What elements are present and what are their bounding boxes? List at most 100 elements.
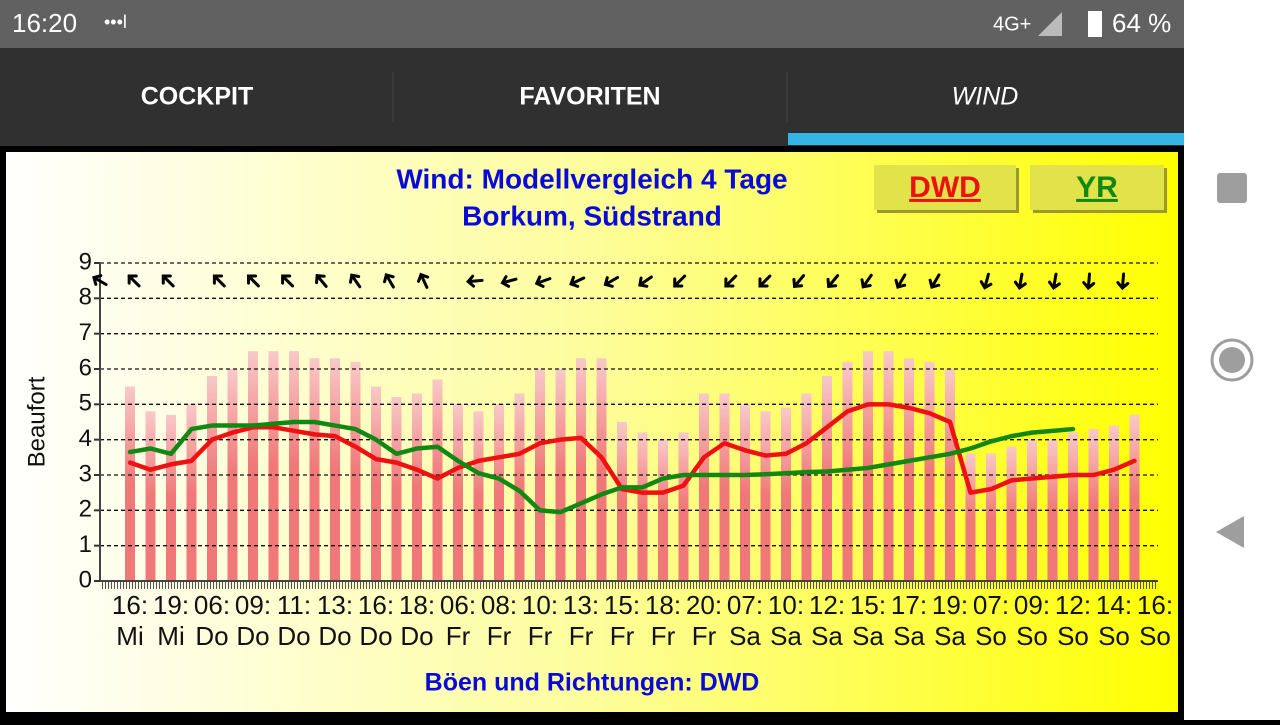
x-tick-day: Mi (116, 621, 143, 651)
direction-arrow (383, 273, 395, 289)
dwd-button-label[interactable]: DWD (909, 171, 981, 204)
x-tick-label: 06: (440, 590, 476, 620)
x-tick-day: Do (318, 621, 351, 651)
direction-arrow (1116, 272, 1130, 291)
gust-bar-shade (678, 432, 689, 581)
status-bar (0, 0, 1184, 48)
direction-arrow (500, 275, 518, 288)
status-network: 4G+ (993, 13, 1031, 35)
gust-bar-shade (719, 393, 730, 581)
gust-bar-shade (207, 376, 217, 581)
gust-bar-shade (637, 432, 648, 581)
x-tick-label: 16: (1137, 590, 1173, 620)
x-tick-label: 10: (522, 590, 558, 620)
back-button[interactable] (1216, 516, 1244, 548)
gust-bar-shade (965, 453, 976, 581)
chart-title: Wind: Modellvergleich 4 Tage (396, 163, 787, 194)
x-tick-label: 19: (153, 590, 189, 620)
x-tick-day: Do (400, 621, 433, 651)
chart-subtitle: Borkum, Südstrand (462, 200, 722, 231)
x-tick-day: Do (277, 621, 310, 651)
tab-active[interactable]: WIND (952, 83, 1019, 111)
gust-bar-shade (453, 404, 463, 581)
y-tick-label: 9 (79, 248, 92, 275)
x-tick-day: Mi (157, 621, 184, 651)
gust-bar-shade (289, 351, 299, 581)
gust-bar-shade (617, 422, 627, 581)
direction-arrow (792, 274, 806, 288)
home-button-dot (1219, 347, 1245, 373)
gust-bar-shade (1109, 425, 1119, 581)
x-tick-label: 16: (112, 590, 148, 620)
x-tick-day: So (1057, 621, 1089, 651)
gust-bar-shade (514, 393, 525, 581)
x-tick-label: 17: (891, 590, 927, 620)
gust-bar-shade (822, 376, 832, 581)
recents-button[interactable] (1217, 173, 1247, 203)
x-tick-label: 09: (1014, 590, 1050, 620)
battery-icon (1088, 11, 1102, 37)
direction-arrow (127, 274, 141, 288)
direction-arrow (569, 275, 586, 288)
gust-bar-shade (801, 393, 812, 581)
direction-arrow (758, 274, 772, 288)
y-tick-label: 3 (79, 460, 92, 487)
x-tick-label: 07: (727, 590, 763, 620)
gust-bar-shade (309, 358, 320, 581)
gust-bar-shade (248, 351, 258, 581)
x-tick-day: Sa (770, 621, 802, 651)
tab[interactable]: FAVORITEN (519, 83, 660, 111)
x-tick-day: Sa (852, 621, 884, 651)
gust-bar-shade (740, 404, 750, 581)
direction-arrow (1082, 272, 1096, 291)
signal-icon (1038, 12, 1062, 36)
y-tick-label: 4 (79, 425, 92, 452)
gust-bar-shade (760, 411, 771, 581)
direction-arrow (724, 274, 738, 288)
plot: 012345678916:Mi19:Mi06:Do09:Do11:Do13:Do… (79, 248, 1173, 651)
x-tick-day: Sa (729, 621, 761, 651)
x-tick-day: Sa (934, 621, 966, 651)
y-tick-label: 7 (79, 319, 92, 346)
direction-arrow (417, 272, 430, 289)
chart-footer: Böen und Richtungen: DWD (425, 669, 760, 697)
y-tick-label: 2 (79, 496, 92, 523)
direction-arrow (826, 274, 840, 288)
yr-button[interactable] (1030, 165, 1164, 210)
gust-bar-shade (268, 351, 279, 581)
tab-indicator (788, 133, 1184, 145)
direction-arrow (860, 273, 873, 289)
x-tick-day: So (975, 621, 1007, 651)
tab[interactable]: COCKPIT (141, 83, 254, 111)
y-tick-label: 6 (79, 354, 92, 381)
gust-bar-shade (350, 361, 361, 581)
gust-bar-shade (166, 414, 176, 581)
gust-bar-shade (1088, 429, 1099, 581)
gust-bar-shade (699, 393, 709, 581)
y-tick-label: 8 (79, 284, 92, 311)
yr-button-label[interactable]: YR (1076, 171, 1118, 204)
series-line (127, 402, 1137, 495)
gust-bar-shade (371, 386, 381, 581)
x-tick-label: 13: (317, 590, 353, 620)
x-tick-label: 19: (932, 590, 968, 620)
gust-bar-shade (781, 407, 791, 581)
gust-bar-shade (391, 397, 402, 581)
dwd-button[interactable] (874, 165, 1016, 210)
y-axis-label: Beaufort (23, 376, 50, 467)
home-button[interactable] (1210, 338, 1254, 382)
direction-arrow (928, 273, 941, 289)
x-tick-day: Fr (651, 621, 676, 651)
gust-bar-shade (555, 369, 566, 581)
direction-arrow (1013, 272, 1027, 290)
gust-bar-shade (186, 404, 197, 581)
gust-bar-shade (125, 386, 135, 581)
gust-bar-shade (904, 358, 914, 581)
gust-bar-shade (535, 369, 545, 581)
y-tick-label: 1 (79, 531, 92, 558)
x-tick-day: Do (195, 621, 228, 651)
x-axis-hatch (100, 581, 1158, 589)
direction-arrow (281, 274, 294, 288)
x-tick-day: Fr (692, 621, 717, 651)
